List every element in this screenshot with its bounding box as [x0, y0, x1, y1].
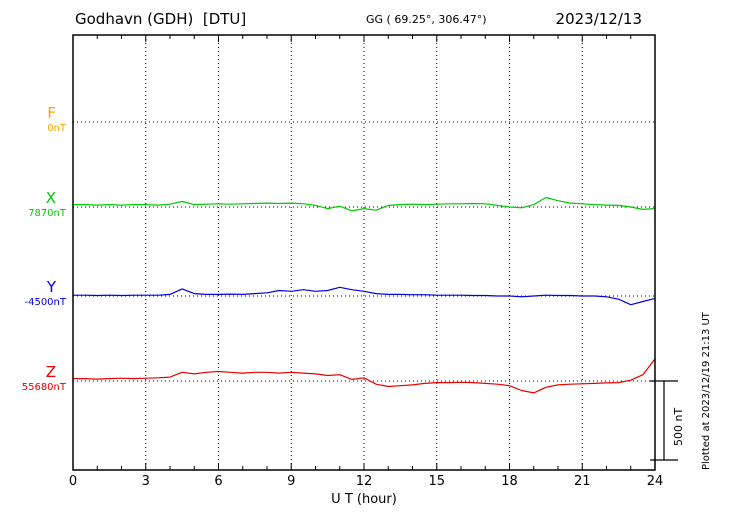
channel-f-baseline-value: 0nT [47, 123, 66, 134]
channel-label-x: X 7870nT [0, 191, 66, 219]
channel-f-letter: F [47, 104, 56, 122]
channel-label-f: F 0nT [0, 106, 66, 134]
x-tick-label: 6 [214, 474, 223, 489]
x-tick-label: 0 [68, 474, 78, 489]
channel-y-letter: Y [46, 278, 56, 296]
x-tick-label: 21 [573, 474, 591, 489]
channel-z-baseline-value: 55680nT [21, 382, 66, 393]
trace-y [73, 286, 656, 306]
trace-x [73, 196, 656, 212]
x-tick-label: 15 [428, 474, 446, 489]
page-title: Godhavn (GDH) [DTU] [75, 10, 247, 28]
date-label: 2023/12/13 [555, 10, 642, 28]
x-tick-label: 3 [141, 474, 150, 489]
channel-label-y: Y -4500nT [0, 280, 66, 308]
x-axis-tick-labels: 0 3 6 9 12 15 18 21 24 [0, 474, 730, 490]
plotted-at-label: Plotted at 2023/12/19 21:13 UT [701, 312, 712, 470]
scale-bar-label: 500 nT [672, 407, 685, 446]
channel-y-baseline-value: -4500nT [24, 297, 66, 308]
channel-label-z: Z 55680nT [0, 365, 66, 393]
trace-z [73, 358, 656, 394]
plot-border [72, 34, 656, 471]
x-tick-label: 18 [501, 474, 518, 489]
x-tick-label: 12 [355, 474, 373, 489]
channel-x-letter: X [45, 189, 56, 207]
x-axis-label: U T (hour) [331, 492, 397, 507]
x-tick-label: 9 [287, 474, 296, 489]
channel-z-letter: Z [45, 363, 56, 381]
geographic-coordinates: GG ( 69.25°, 306.47°) [366, 13, 487, 26]
x-tick-label: 24 [646, 474, 664, 489]
channel-x-baseline-value: 7870nT [28, 208, 66, 219]
